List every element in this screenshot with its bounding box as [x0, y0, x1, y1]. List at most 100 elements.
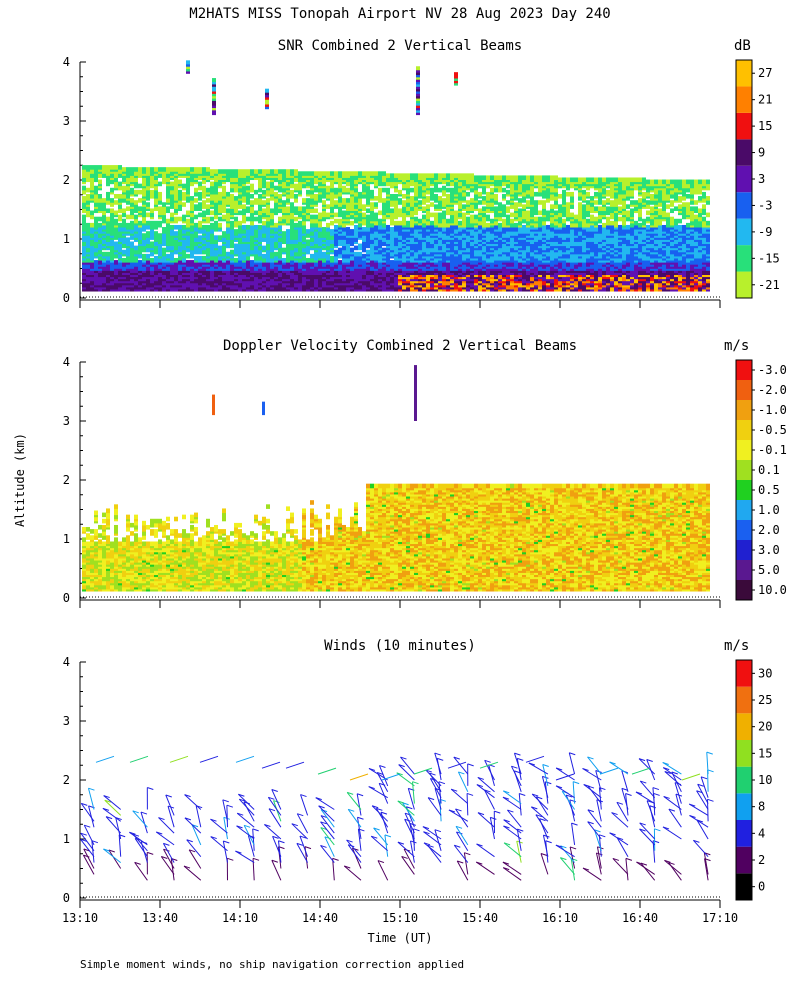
snr-cell — [126, 214, 130, 220]
snr-cell — [510, 185, 514, 191]
snr-cell — [150, 258, 154, 263]
snr-cell — [194, 255, 198, 261]
snr-cell — [154, 255, 158, 261]
snr-cell — [174, 208, 178, 214]
snr-cell — [310, 189, 314, 195]
snr-cell — [458, 220, 462, 226]
snr-cell — [114, 260, 118, 265]
snr-cell — [346, 187, 350, 193]
snr-cell — [222, 185, 226, 191]
snr-cell — [394, 231, 398, 236]
snr-cell — [442, 222, 446, 228]
snr-cell — [242, 224, 246, 230]
snr-cell — [474, 175, 478, 181]
snr-cell — [346, 204, 350, 209]
snr-cell — [490, 175, 494, 181]
snr-cell — [506, 214, 510, 220]
snr-cell — [230, 193, 234, 199]
snr-cell — [170, 196, 174, 201]
snr-cell — [278, 260, 282, 265]
snr-cell — [390, 173, 394, 178]
snr-cell — [346, 171, 350, 176]
snr-cell — [374, 241, 378, 247]
snr-cell — [286, 258, 290, 263]
snr-cell — [418, 189, 422, 195]
snr-cell — [270, 237, 274, 242]
snr-cell — [142, 247, 146, 253]
snr-cell — [110, 198, 114, 203]
snr-cell — [378, 187, 382, 193]
colorbar-label: 9 — [758, 146, 765, 160]
snr-cell — [182, 224, 186, 230]
snr-cell — [122, 167, 126, 172]
snr-cell — [234, 216, 238, 222]
snr-cell — [94, 224, 98, 230]
snr-cell — [370, 260, 374, 265]
snr-cell — [246, 200, 250, 205]
snr-cell — [138, 231, 142, 236]
snr-cell — [402, 173, 406, 178]
snr-cell — [290, 260, 294, 265]
snr-cell — [458, 173, 462, 178]
snr-cell — [114, 181, 118, 187]
snr-cell — [266, 208, 270, 214]
snr-cell — [174, 167, 178, 172]
snr-cell — [310, 227, 314, 232]
snr-cell — [482, 220, 486, 226]
snr-cell — [94, 216, 98, 222]
snr-cell — [446, 206, 450, 211]
snr-cell — [110, 239, 114, 245]
snr-cell — [478, 220, 482, 226]
snr-cell — [298, 181, 302, 187]
snr-cell — [338, 171, 342, 176]
snr-cell — [462, 196, 466, 201]
snr-cell — [210, 229, 214, 234]
snr-cell — [170, 212, 174, 218]
snr-cell — [206, 204, 210, 209]
colorbar-label: -21 — [758, 278, 780, 292]
snr-cell — [162, 258, 166, 263]
snr-cell — [374, 202, 378, 207]
snr-cell — [270, 251, 274, 257]
snr-cell — [274, 169, 278, 174]
colorbar-swatch — [736, 139, 752, 166]
snr-cell — [298, 171, 302, 176]
snr-cell — [318, 212, 322, 218]
snr-cell — [430, 173, 434, 178]
colorbar-label: 27 — [758, 66, 772, 80]
snr-cell — [150, 193, 154, 199]
snr-cell — [266, 169, 270, 174]
snr-cell — [190, 235, 194, 240]
snr-cell — [194, 222, 198, 228]
snr-cell — [302, 183, 306, 189]
snr-cell — [478, 191, 482, 197]
snr-cell — [342, 245, 346, 251]
snr-cell — [170, 229, 174, 234]
snr-cell — [278, 247, 282, 253]
snr-cell — [162, 241, 166, 247]
snr-cell — [214, 206, 218, 211]
snr-cell — [142, 224, 146, 230]
snr-cell — [206, 258, 210, 263]
snr-cell — [370, 189, 374, 195]
snr-cell — [150, 220, 154, 226]
snr-cell — [198, 212, 202, 218]
snr-cell — [170, 224, 174, 230]
snr-cell — [214, 210, 218, 216]
snr-cell — [230, 224, 234, 230]
snr-cell — [238, 220, 242, 226]
snr-cell — [282, 258, 286, 263]
snr-cell — [378, 171, 382, 176]
snr-cell — [294, 222, 298, 228]
snr-cell — [98, 249, 102, 255]
snr-cell — [306, 214, 310, 220]
snr-cell — [330, 171, 334, 176]
snr-cell — [298, 210, 302, 216]
snr-cell — [434, 173, 438, 178]
snr-cell — [466, 222, 470, 228]
snr-cell — [222, 206, 226, 211]
snr-cell — [90, 183, 94, 189]
snr-cell — [378, 255, 382, 261]
snr-cell — [122, 177, 126, 183]
snr-cell — [334, 233, 338, 238]
